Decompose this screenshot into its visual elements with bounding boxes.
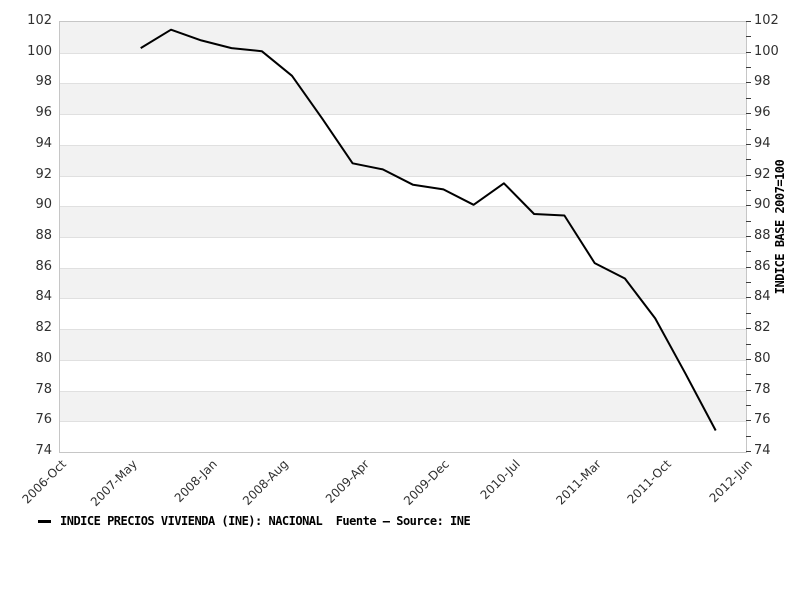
y-tick-label-left: 76 <box>35 412 52 428</box>
y-tick-label-right: 100 <box>754 43 779 59</box>
legend-line-marker <box>38 520 51 523</box>
right-axis-tick <box>746 266 751 268</box>
y-tick-label-left: 78 <box>35 381 52 397</box>
y-tick-label-right: 84 <box>754 289 771 305</box>
right-axis-tick <box>746 189 751 191</box>
right-axis-tick <box>746 36 751 38</box>
y-tick-label-right: 102 <box>754 13 779 28</box>
right-axis-tick <box>746 374 751 376</box>
right-axis-title: INDICE BASE 2007=100 <box>773 159 787 295</box>
y-tick-label-left: 88 <box>35 228 52 243</box>
gridline <box>60 359 746 361</box>
y-tick-label-right: 78 <box>754 381 771 397</box>
right-axis-tick <box>746 358 751 360</box>
right-axis-tick <box>746 297 751 299</box>
y-tick-label-left: 86 <box>35 258 52 274</box>
plot-band <box>60 22 746 53</box>
right-axis-tick <box>746 312 751 314</box>
y-tick-label-left: 90 <box>35 197 52 213</box>
right-axis-tick <box>746 51 751 53</box>
plot-band <box>60 390 746 422</box>
gridline <box>60 52 746 54</box>
y-tick-label-left: 98 <box>35 74 52 90</box>
gridline <box>60 298 746 300</box>
gridline <box>60 421 746 423</box>
legend: INDICE PRECIOS VIVIENDA (INE): NACIONAL … <box>38 514 471 529</box>
plot-area <box>59 21 747 453</box>
right-axis-tick <box>746 282 751 284</box>
right-axis-tick <box>746 21 751 22</box>
gridline <box>60 114 746 116</box>
gridline <box>60 175 746 177</box>
plot-band <box>60 329 746 360</box>
right-axis-tick <box>746 328 751 330</box>
y-tick-label-right: 92 <box>754 166 771 182</box>
legend-label: INDICE PRECIOS VIVIENDA (INE): NACIONAL … <box>60 514 471 528</box>
right-axis-tick <box>746 404 751 406</box>
y-tick-label-right: 94 <box>754 135 771 151</box>
right-axis-tick <box>746 236 751 237</box>
gridline <box>60 83 746 85</box>
plot-band <box>60 267 746 299</box>
y-tick-label-left: 84 <box>35 289 52 305</box>
y-tick-label-left: 96 <box>35 105 52 121</box>
plot-band <box>60 144 746 176</box>
y-tick-label-right: 88 <box>754 228 771 243</box>
y-tick-label-right: 96 <box>754 105 771 121</box>
y-tick-label-left: 92 <box>35 166 52 182</box>
y-tick-label-right: 82 <box>754 320 771 336</box>
right-axis-tick <box>746 82 751 84</box>
y-tick-label-left: 74 <box>35 443 52 458</box>
right-axis-tick <box>746 420 751 422</box>
gridline <box>60 390 746 392</box>
right-axis-tick <box>746 128 751 130</box>
right-axis-tick <box>746 205 751 207</box>
y-tick-label-right: 74 <box>754 443 771 458</box>
right-axis-tick <box>746 389 751 391</box>
y-tick-label-right: 90 <box>754 197 771 213</box>
right-axis-tick <box>746 343 751 345</box>
series-polyline <box>140 28 717 431</box>
right-axis-tick <box>746 67 751 69</box>
y-tick-label-left: 102 <box>27 13 52 28</box>
y-tick-label-right: 76 <box>754 412 771 428</box>
right-axis-tick <box>746 174 751 176</box>
y-tick-label-right: 86 <box>754 258 771 274</box>
right-axis-tick <box>746 451 751 452</box>
y-tick-label-left: 80 <box>35 350 52 366</box>
gridline <box>60 329 746 331</box>
y-tick-label-right: 80 <box>754 350 771 366</box>
gridline <box>60 267 746 269</box>
right-axis-tick <box>746 435 751 437</box>
right-axis-tick <box>746 220 751 222</box>
y-tick-label-left: 82 <box>35 320 52 336</box>
right-axis-tick <box>746 143 751 145</box>
plot-band <box>60 206 746 237</box>
right-axis-tick <box>746 97 751 99</box>
y-tick-label-right: 98 <box>754 74 771 90</box>
right-axis-tick <box>746 113 751 115</box>
gridline <box>60 206 746 208</box>
gridline <box>60 237 746 238</box>
gridline <box>60 144 746 146</box>
right-axis-tick <box>746 251 751 253</box>
y-tick-label-left: 100 <box>27 43 52 59</box>
series-line-nacional <box>140 28 717 431</box>
y-tick-label-left: 94 <box>35 135 52 151</box>
right-axis-tick <box>746 159 751 161</box>
plot-band <box>60 83 746 115</box>
